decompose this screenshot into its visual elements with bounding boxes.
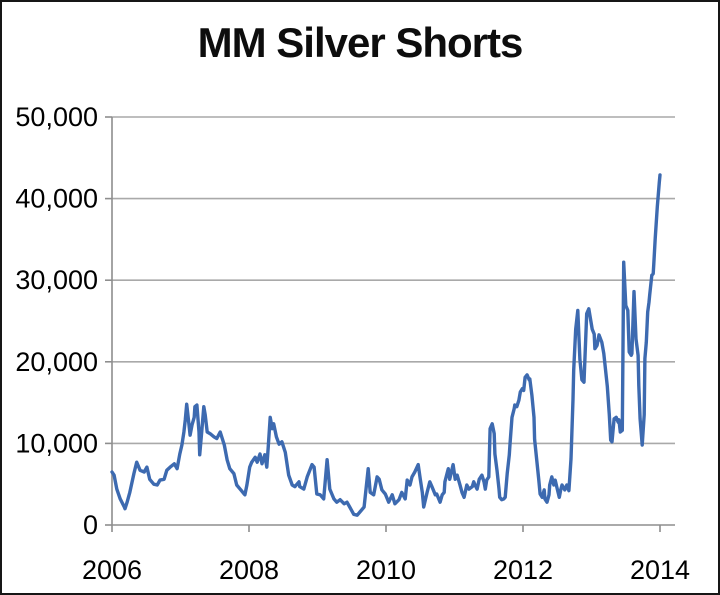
y-tick-label: 50,000: [15, 102, 98, 132]
y-tick-label: 40,000: [15, 184, 98, 214]
series-line: [110, 173, 662, 517]
x-tick-label: 2006: [82, 555, 142, 585]
x-tick-label: 2008: [219, 555, 279, 585]
y-tick-label: 30,000: [15, 265, 98, 295]
y-tick-label: 10,000: [15, 428, 98, 458]
x-tick-label: 2010: [356, 555, 416, 585]
chart-title: MM Silver Shorts: [197, 19, 524, 66]
x-tick-label: 2012: [493, 555, 553, 585]
x-tick-label: 2014: [630, 555, 690, 585]
y-tick-label: 20,000: [15, 347, 98, 377]
y-tick-label: 0: [83, 510, 98, 540]
